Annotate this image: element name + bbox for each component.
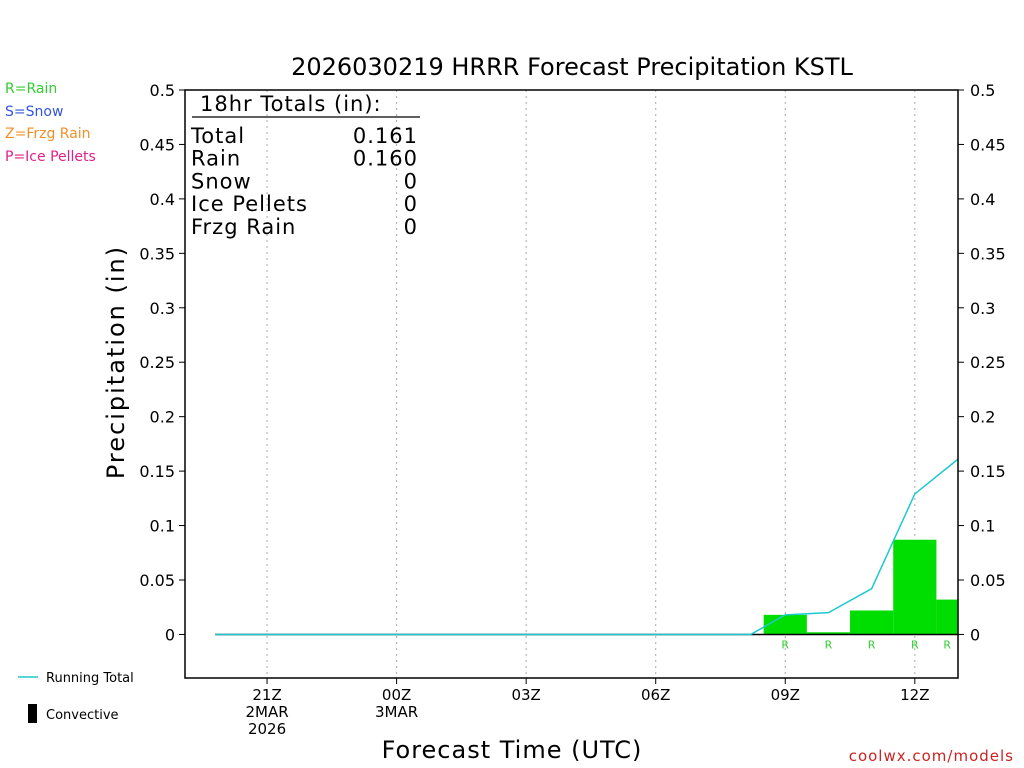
x-tick-label: 2MAR	[245, 703, 288, 721]
y-axis-right-ticks: 0 0.05 0.1 0.15 0.2 0.25 0.3 0.35 0.4 0.45 0.5	[958, 81, 1006, 644]
y-tick-label-right: 0.1	[970, 517, 995, 536]
precip-bar	[806, 632, 851, 635]
x-tick-label: 06Z	[641, 686, 670, 704]
totals-row-value: 0.160	[353, 147, 418, 171]
ptype-marker: R	[781, 638, 789, 651]
totals-row-label: Total	[190, 124, 245, 148]
ptype-marker: R	[825, 638, 833, 651]
x-tick-label: 2026	[248, 720, 286, 738]
ptype-marker: R	[911, 638, 919, 651]
convective-legend-swatch	[28, 704, 37, 723]
y-tick-label: 0.05	[139, 571, 175, 590]
totals-box: 18hr Totals (in): Total 0.161 Rain 0.160 Sno…	[190, 92, 420, 239]
x-tick-label: 12Z	[900, 686, 929, 704]
totals-row-label: Frzg Rain	[191, 215, 296, 239]
totals-row-label: Ice Pellets	[191, 192, 308, 216]
y-tick-label-right: 0.3	[970, 299, 995, 318]
running-total-legend-label: Running Total	[46, 671, 134, 686]
y-tick-label: 0.2	[150, 408, 175, 427]
y-tick-label: 0	[165, 625, 175, 644]
y-tick-label: 0.1	[150, 517, 175, 536]
y-tick-label-right: 0.45	[970, 135, 1006, 154]
x-tick-label: 3MAR	[375, 703, 418, 721]
ptype-legend-item: R=Rain	[5, 81, 58, 97]
totals-row-value: 0	[404, 169, 418, 193]
y-tick-label: 0.45	[139, 135, 175, 154]
y-tick-label-right: 0.4	[970, 190, 995, 209]
y-tick-label-right: 0.15	[970, 462, 1006, 481]
totals-row-value: 0	[404, 215, 418, 239]
x-tick-label: 00Z	[382, 686, 411, 704]
ptype-marker: R	[868, 638, 876, 651]
x-tick-label: 09Z	[771, 686, 800, 704]
x-tick-label: 21Z	[252, 686, 281, 704]
y-axis-left-ticks: 0 0.05 0.1 0.15 0.2 0.25 0.3 0.35 0.4 0.45 0.5	[139, 81, 185, 644]
totals-row-value: 0.161	[353, 124, 418, 148]
totals-header: 18hr Totals (in):	[200, 92, 382, 116]
precip-bar	[893, 539, 937, 635]
y-tick-label: 0.25	[139, 353, 175, 372]
gridlines	[266, 90, 916, 678]
y-tick-label-right: 0.05	[970, 571, 1006, 590]
y-tick-label-right: 0.35	[970, 244, 1006, 263]
convective-legend-label: Convective	[46, 708, 119, 723]
totals-row-label: Rain	[191, 147, 241, 171]
y-tick-label-right: 0.5	[970, 81, 995, 100]
running-total-line	[215, 458, 959, 636]
y-tick-label: 0.15	[139, 462, 175, 481]
y-tick-label: 0.35	[139, 244, 175, 263]
y-tick-label-right: 0.25	[970, 353, 1006, 372]
x-tick-label: 03Z	[511, 686, 540, 704]
y-axis-label: Precipitation (in)	[102, 245, 130, 479]
y-tick-label: 0.4	[150, 190, 175, 209]
y-tick-label-right: 0.2	[970, 408, 995, 427]
precip-bar	[763, 614, 807, 635]
ptype-legend-item: P=Ice Pellets	[5, 148, 96, 165]
y-tick-label: 0.5	[150, 81, 175, 100]
x-axis-label: Forecast Time (UTC)	[382, 736, 643, 764]
y-tick-label: 0.3	[150, 299, 175, 318]
totals-row-value: 0	[404, 192, 418, 216]
chart-title: 2026030219 HRRR Forecast Precipitation K…	[291, 53, 853, 81]
ptype-marker: R	[943, 638, 951, 651]
plot-frame	[184, 89, 959, 679]
precip-bar	[850, 610, 894, 635]
precip-bar	[936, 599, 958, 635]
credit-text: coolwx.com/models	[849, 747, 1014, 765]
totals-row-label: Snow	[191, 169, 252, 193]
ptype-legend-item: S=Snow	[5, 103, 64, 120]
ptype-legend-item: Z=Frzg Rain	[5, 126, 91, 142]
precip-bars	[763, 539, 958, 635]
y-tick-label-right: 0	[970, 625, 980, 644]
